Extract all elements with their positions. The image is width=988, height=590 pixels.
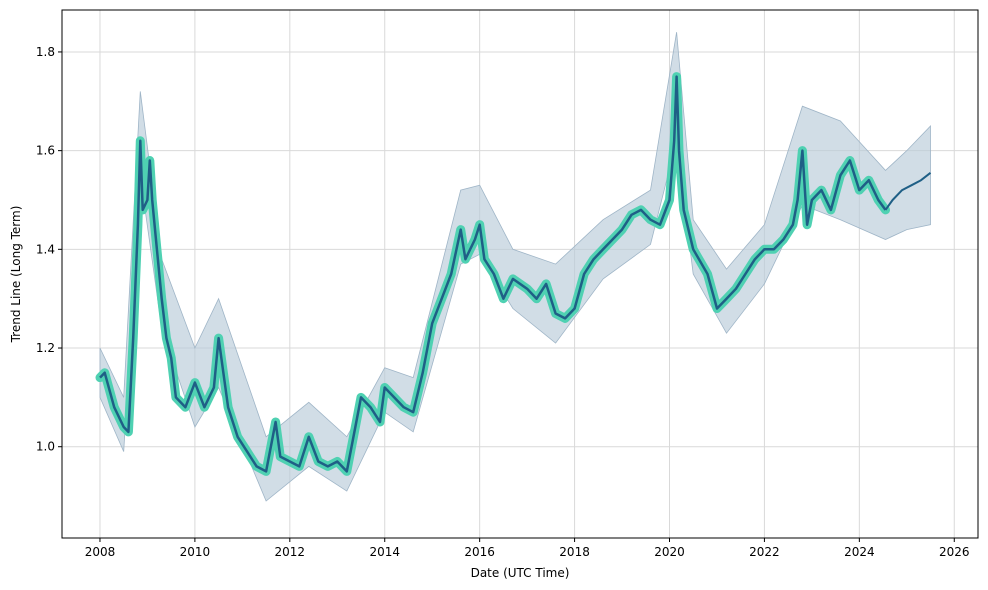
y-tick-label-1.0: 1.0 (36, 440, 55, 454)
x-tick-label-2016: 2016 (464, 545, 495, 559)
x-tick-label-2024: 2024 (844, 545, 875, 559)
x-tick-label-2026: 2026 (939, 545, 970, 559)
trend-line-layer (95, 72, 932, 476)
y-tick-label-1.8: 1.8 (36, 45, 55, 59)
y-tick-label-1.4: 1.4 (36, 242, 55, 256)
y-axis-label: Trend Line (Long Term) (9, 206, 23, 344)
confidence-band-layer (99, 32, 931, 502)
forecast-trend-line (884, 172, 932, 211)
x-tick-label-2022: 2022 (749, 545, 780, 559)
x-tick-label-2012: 2012 (275, 545, 306, 559)
tick-layer: 2008 2010 2012 2014 2016 2018 2020 2022 2024 2026… (36, 45, 970, 559)
x-tick-label-2018: 2018 (559, 545, 590, 559)
y-tick-label-1.6: 1.6 (36, 144, 55, 158)
plot-frame (61, 9, 979, 539)
x-tick-label-2020: 2020 (654, 545, 685, 559)
historical-trend-line (99, 75, 887, 473)
x-axis-label: Date (UTC Time) (471, 566, 570, 580)
x-tick-label-2010: 2010 (180, 545, 211, 559)
confidence-band (99, 32, 931, 502)
x-tick-label-2008: 2008 (85, 545, 116, 559)
x-tick-label-2014: 2014 (369, 545, 400, 559)
y-tick-label-1.2: 1.2 (36, 341, 55, 355)
